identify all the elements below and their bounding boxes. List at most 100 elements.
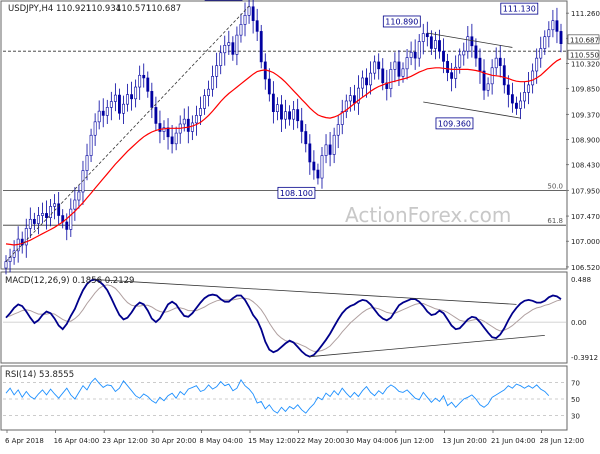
ohlc-close: 110.687 (146, 4, 181, 14)
candle-body (527, 85, 529, 92)
candle-body (126, 95, 128, 105)
price-ytick-label-0: 111.260 (571, 10, 600, 18)
annotation-label-1: 110.890 (385, 17, 418, 26)
x-tick-label-0: 6 Apr 2018 (5, 437, 44, 445)
candle-body (321, 156, 323, 178)
candle-body (90, 135, 92, 155)
candle-body (450, 73, 452, 79)
candle-body (216, 66, 218, 77)
candle-body (118, 95, 120, 113)
candle-body (402, 69, 404, 76)
candle-body (114, 95, 116, 101)
price-ytick-label-8: 107.470 (571, 213, 600, 221)
x-tick-label-11: 28 Jun 12:00 (540, 437, 584, 445)
candle-body (309, 144, 311, 162)
candle-body (382, 69, 384, 83)
candle-body (248, 7, 250, 16)
x-tick-label-2: 23 Apr 12:00 (102, 437, 148, 445)
x-tick-label-7: 30 May 04:00 (345, 437, 393, 445)
candle-body (406, 58, 408, 69)
candle-body (487, 84, 489, 90)
x-tick-label-6: 22 May 20:00 (297, 437, 345, 445)
candle-body (430, 37, 432, 49)
candle-body (66, 222, 68, 229)
candle-body (305, 131, 307, 143)
candle-body (293, 110, 295, 120)
candle-body (70, 209, 72, 229)
candle-body (240, 24, 242, 35)
candle-body (414, 52, 416, 58)
candle-body (110, 102, 112, 108)
candle-body (260, 31, 262, 62)
candle-body (232, 43, 234, 55)
price-ytick-label-7: 107.950 (571, 187, 600, 195)
candle-body (252, 7, 254, 21)
annotation-label-3: 109.360 (438, 119, 471, 128)
candle-body (515, 103, 517, 108)
candle-body (548, 30, 550, 37)
candle-body (139, 75, 141, 87)
annotation-label-4: 108.100 (280, 189, 313, 198)
candle-body (272, 94, 274, 112)
candle-body (378, 62, 380, 69)
candle-body (556, 21, 558, 32)
candle-body (256, 21, 258, 32)
candle-body (495, 58, 497, 68)
candle-body (499, 58, 501, 65)
candle-body (560, 31, 562, 43)
price-ytick-label-5: 108.900 (571, 137, 600, 145)
candle-body (353, 96, 355, 103)
price-panel-frame (1, 1, 567, 269)
x-tick-label-9: 13 Jun 20:00 (442, 437, 486, 445)
candle-body (446, 61, 448, 72)
annotation-label-2: 111.130 (503, 5, 536, 14)
candle-body (183, 119, 185, 124)
candle-body (78, 192, 80, 200)
candle-body (155, 107, 157, 123)
candle-body (53, 204, 55, 207)
candle-body (191, 123, 193, 132)
candle-body (511, 95, 513, 104)
price-ytick-label-6: 108.430 (571, 162, 600, 170)
candle-body (143, 75, 145, 78)
candle-body (74, 200, 76, 209)
candle-body (519, 101, 521, 108)
x-tick-label-10: 21 Jun 04:00 (491, 437, 535, 445)
candle-body (45, 213, 47, 217)
candle-body (29, 219, 31, 228)
candle-body (297, 110, 299, 121)
candle-body (207, 89, 209, 95)
rsi-panel-frame (1, 366, 567, 430)
candle-body (284, 112, 286, 119)
candle-body (37, 216, 39, 224)
candle-body (540, 49, 542, 59)
candle-body (317, 170, 319, 178)
price-ytick-label-9: 107.000 (571, 238, 600, 246)
candle-body (268, 79, 270, 94)
x-tick-label-3: 30 Apr 20:00 (151, 437, 197, 445)
candle-body (106, 107, 108, 115)
candle-body (313, 162, 315, 170)
candle-body (199, 108, 201, 115)
candle-body (151, 91, 153, 107)
candle-body (171, 137, 173, 144)
candle-body (333, 135, 335, 154)
candle-body (122, 104, 124, 113)
candle-body (475, 46, 477, 58)
candle-body (467, 37, 469, 51)
candle-body (442, 51, 444, 61)
candle-body (390, 69, 392, 88)
candle-body (195, 115, 197, 122)
candle-body (552, 21, 554, 30)
candle-body (5, 262, 7, 268)
candle-body (301, 121, 303, 132)
x-tick-label-8: 6 Jun 12:00 (394, 437, 434, 445)
candle-body (532, 71, 534, 85)
watermark: ActionForex.com (345, 203, 511, 227)
candle-body (33, 219, 35, 223)
candle-body (244, 15, 246, 24)
candle-body (280, 105, 282, 119)
rsi-ytick-label-2: 30 (571, 413, 580, 421)
price-tag-label-0: 110.687 (570, 36, 599, 44)
candle-body (94, 122, 96, 135)
